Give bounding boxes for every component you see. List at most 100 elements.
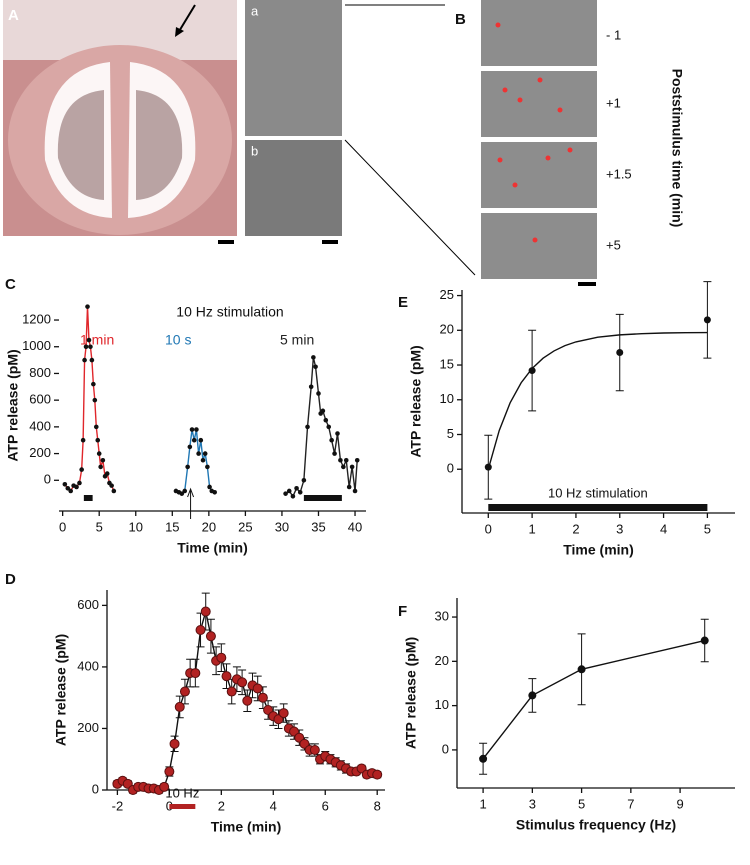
data-point (278, 708, 289, 719)
data-point (323, 417, 329, 423)
panel-label: D (5, 571, 16, 588)
x-tick-label: -2 (112, 798, 124, 813)
series-label: 5 min (280, 332, 314, 348)
stimulus-bar (83, 495, 93, 501)
annotation: 10 Hz stimulation (176, 304, 283, 320)
data-point (195, 625, 206, 635)
data-point (205, 631, 216, 642)
data-point (237, 677, 248, 688)
y-tick-label: 400 (29, 418, 51, 433)
photo-label: b (251, 143, 258, 158)
x-tick-label: 5 (578, 796, 585, 811)
x-tick-label: 1 (528, 521, 535, 536)
data-point (74, 484, 79, 490)
data-point (286, 488, 292, 494)
y-tick-label: 800 (29, 365, 51, 380)
data-point (349, 464, 355, 470)
data-point (242, 695, 253, 706)
x-tick-label: 1 (479, 796, 486, 811)
y-tick-label: 5 (447, 426, 454, 441)
marker-dot (567, 147, 573, 153)
data-point (96, 451, 102, 456)
x-axis-title: Time (min) (563, 542, 634, 558)
data-point (311, 355, 316, 360)
data-point (85, 304, 90, 309)
data-point (182, 488, 188, 494)
y-tick-label: 600 (77, 597, 99, 612)
y-tick-label: 0 (447, 461, 454, 476)
x-axis-title: Time (min) (211, 819, 282, 835)
data-point (164, 766, 175, 777)
data-point (179, 491, 185, 496)
data-point (212, 490, 217, 495)
data-point (577, 665, 586, 674)
data-point (200, 606, 211, 617)
data-point (88, 344, 93, 350)
data-point (226, 686, 237, 697)
x-tick-label: 5 (96, 519, 103, 534)
x-tick-label: 5 (704, 521, 711, 536)
fit-line (487, 331, 708, 470)
data-point (62, 481, 68, 487)
x-tick-label: 8 (374, 798, 381, 813)
stimulus-label: 10 Hz (165, 785, 199, 800)
data-point (189, 427, 195, 432)
data-point (198, 437, 204, 443)
x-axis-title: Time (min) (177, 540, 248, 556)
y-tick-label: 10 (440, 391, 454, 406)
data-point (80, 437, 86, 443)
y-tick-label: 20 (435, 653, 449, 668)
y-tick-label: 30 (435, 608, 449, 623)
data-point (316, 391, 321, 396)
data-point (616, 349, 624, 357)
data-point (207, 484, 212, 490)
x-tick-label: 15 (165, 519, 179, 534)
y-tick-label: 0 (92, 781, 99, 796)
data-point (93, 424, 99, 430)
series-line (285, 357, 358, 498)
stimulus-bar (488, 504, 708, 511)
marker-dot (557, 107, 563, 113)
y-tick-label: 1200 (22, 311, 51, 326)
data-point (91, 381, 96, 387)
data-point (111, 488, 117, 494)
x-tick-label: 40 (348, 519, 362, 534)
data-point (169, 738, 180, 749)
y-tick-label: 10 (435, 697, 449, 712)
y-tick-label: 25 (440, 287, 454, 302)
data-point (79, 467, 84, 472)
data-point (346, 484, 352, 490)
data-point (194, 427, 199, 432)
panel-label: F (398, 603, 407, 620)
data-point (98, 464, 103, 470)
marker-dot (517, 97, 523, 103)
data-point (329, 437, 334, 443)
data-point (95, 437, 101, 443)
y-tick-label: 200 (29, 445, 51, 460)
data-point (332, 451, 337, 456)
marker-dot (545, 155, 551, 161)
data-point (216, 652, 227, 663)
data-point (305, 424, 310, 430)
panel-label: E (398, 294, 408, 311)
series-label: 10 s (165, 332, 191, 348)
data-point (77, 480, 82, 486)
x-tick-label: 4 (660, 521, 667, 536)
data-point (190, 668, 201, 679)
data-point (109, 483, 114, 488)
stimulus-bar (303, 495, 342, 501)
y-tick-label: 600 (29, 392, 51, 407)
series-line (482, 639, 705, 760)
panel-ab-photos (245, 0, 597, 286)
panel-label: B (455, 11, 466, 28)
panel-label: A (8, 7, 19, 24)
data-point (309, 745, 320, 755)
x-tick-label: 9 (676, 796, 683, 811)
y-axis-title: ATP release (pM) (5, 349, 21, 461)
data-point (174, 701, 185, 712)
x-tick-label: 0 (59, 519, 66, 534)
data-point (205, 464, 210, 470)
x-tick-label: 0 (485, 521, 492, 536)
data-point (68, 488, 73, 494)
